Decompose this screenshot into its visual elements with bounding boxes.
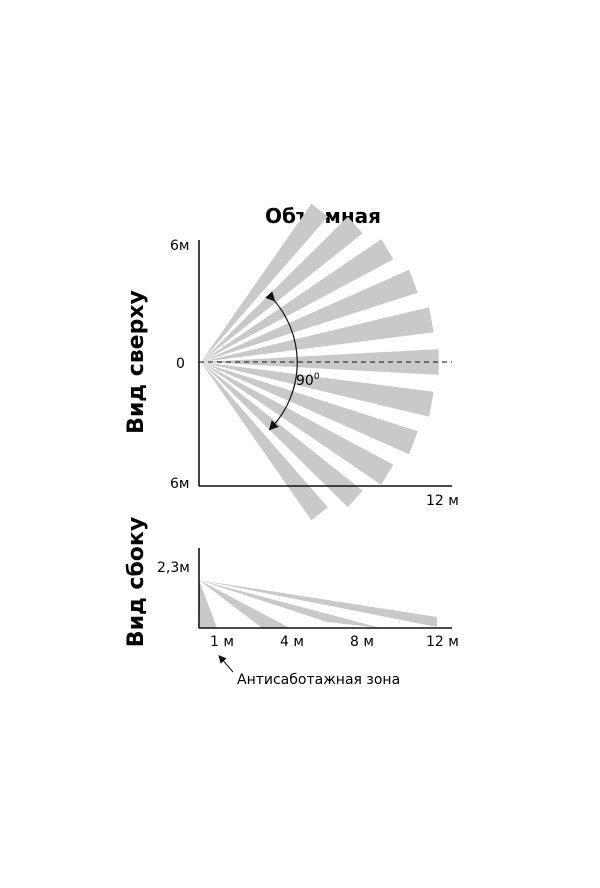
side-view-side-label: Вид сбоку — [124, 517, 149, 647]
side-beam-8m — [199, 580, 381, 628]
top-view-side-label: Вид сверху — [124, 290, 149, 434]
anti-sabotage-label: Антисаботажная зона — [237, 672, 400, 688]
top-beam-5 — [201, 307, 434, 362]
top-beam-10 — [201, 362, 363, 508]
top-beam-8 — [201, 362, 418, 455]
top-view-beams — [201, 203, 439, 521]
side-beam-12m — [199, 580, 437, 627]
angle-label: 900 — [296, 372, 320, 389]
side-view-height-label: 2,3м — [157, 560, 190, 576]
top-beam-2 — [201, 216, 363, 362]
angle-arc — [265, 291, 298, 431]
anti-sabotage-arrow — [218, 654, 234, 673]
top-view-y-top-label: 6м — [170, 238, 189, 254]
top-beam-4 — [201, 269, 418, 362]
side-beam-4m — [199, 580, 290, 628]
top-view-y-bottom-label: 6м — [170, 476, 189, 492]
top-beam-11 — [201, 362, 328, 521]
top-beam-3 — [201, 239, 394, 362]
top-beam-7 — [201, 362, 434, 417]
top-view-y-zero-label: 0 — [176, 356, 185, 372]
top-beam-1 — [201, 203, 328, 362]
side-view-beams — [199, 580, 437, 628]
side-beam-anti-sabotage — [199, 580, 217, 628]
side-view-tick-1m: 1 м — [210, 634, 234, 650]
side-view-tick-4m: 4 м — [280, 634, 304, 650]
side-view: 2,3м 1 м 4 м 8 м 12 м Антисаботажная зон… — [124, 517, 459, 688]
top-view-x-end-label: 12 м — [426, 493, 459, 509]
side-view-tick-12m: 12 м — [426, 634, 459, 650]
top-beam-9 — [201, 362, 394, 485]
side-view-tick-8m: 8 м — [350, 634, 374, 650]
degree-sign: 0 — [314, 372, 320, 382]
top-view: 900 6м 0 6м 12 м Вид сверху — [124, 203, 459, 521]
